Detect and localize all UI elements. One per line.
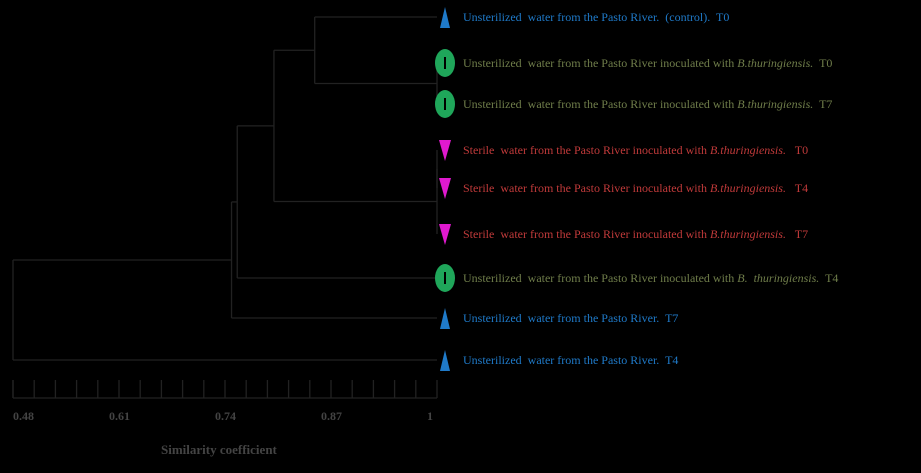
leaf-label: Unsterilized water from the Pasto River …: [463, 56, 832, 70]
leaf-label: Unsterilized water from the Pasto River.…: [463, 311, 678, 325]
axis-tick-label: 0.74: [215, 409, 236, 423]
leaf-label: Unsterilized water from the Pasto River.…: [463, 353, 678, 367]
species-name: B.thuringiensis.: [709, 143, 786, 157]
leaf-label: Sterile water from the Pasto River inocu…: [463, 227, 808, 241]
triangle-down-marker: [439, 140, 451, 161]
species-name: B. thuringiensis.: [737, 271, 820, 285]
species-name: B.thuringiensis.: [709, 227, 786, 241]
leaf-label-text: Unsterilized water from the Pasto River.…: [463, 353, 679, 367]
leaf-label-suffix: T4: [785, 181, 809, 195]
leaf-label: Sterile water from the Pasto River inocu…: [463, 181, 808, 195]
axis-tick-label: 0.48: [13, 409, 34, 423]
species-name: B.thuringiensis.: [737, 56, 814, 70]
leaf-label: Sterile water from the Pasto River inocu…: [463, 143, 808, 157]
triangle-up-marker: [440, 350, 450, 371]
leaf-label-text: Sterile water from the Pasto River inocu…: [463, 227, 710, 241]
leaf-label-text: Unsterilized water from the Pasto River.…: [463, 311, 679, 325]
leaf-label-text: Unsterilized water from the Pasto River …: [463, 56, 738, 70]
leaf-label-text: Sterile water from the Pasto River inocu…: [463, 181, 710, 195]
leaf-label-text: Unsterilized water from the Pasto River …: [463, 97, 738, 111]
leaf-label: Unsterilized water from the Pasto River …: [463, 271, 838, 285]
axis-tick-label: 0.87: [321, 409, 342, 423]
leaf-label-text: Unsterilized water from the Pasto River …: [463, 271, 738, 285]
triangle-up-marker: [440, 308, 450, 329]
leaf-label-suffix: T7: [813, 97, 833, 111]
leaf-label-suffix: T4: [819, 271, 839, 285]
axis-tick-label: 0.61: [109, 409, 130, 423]
leaf-label-text: Sterile water from the Pasto River inocu…: [463, 143, 710, 157]
leaf-label: Unsterilized water from the Pasto River.…: [463, 10, 729, 24]
triangle-down-marker: [439, 178, 451, 199]
leaf-label-suffix: T7: [785, 227, 809, 241]
leaf-label-text: Unsterilized water from the Pasto River.…: [463, 10, 730, 24]
species-name: B.thuringiensis.: [737, 97, 814, 111]
leaf-label: Unsterilized water from the Pasto River …: [463, 97, 832, 111]
leaf-label-suffix: T0: [785, 143, 809, 157]
axis-tick-label: 1: [427, 409, 433, 423]
leaf-label-suffix: T0: [813, 56, 833, 70]
triangle-up-marker: [440, 7, 450, 28]
axis-title: Similarity coefficient: [161, 442, 277, 457]
triangle-down-marker: [439, 224, 451, 245]
species-name: B.thuringiensis.: [709, 181, 786, 195]
